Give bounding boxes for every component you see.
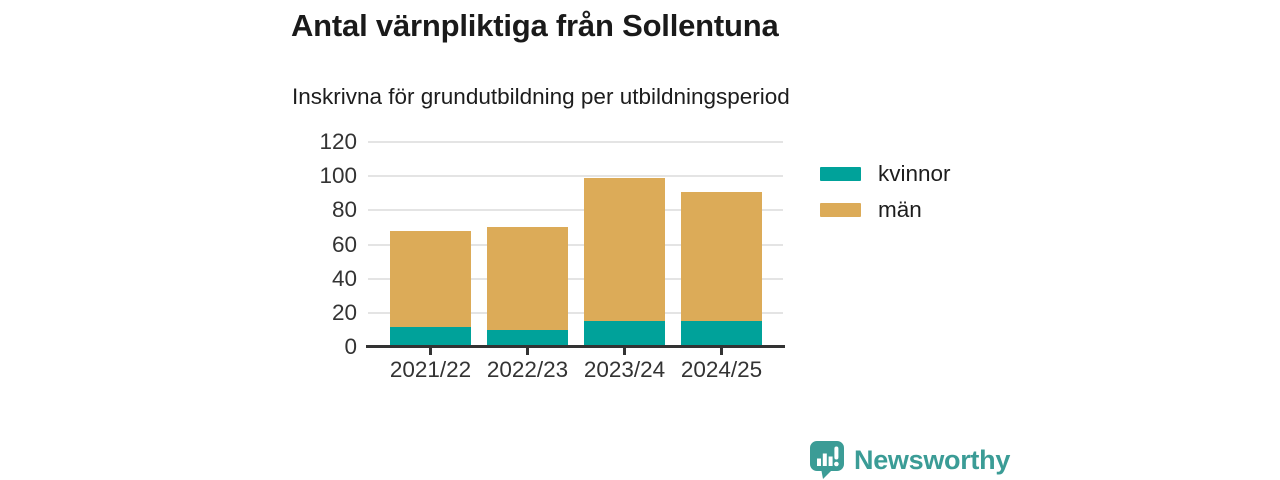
x-tick-label-2021/22: 2021/22	[389, 357, 472, 382]
gridline-20	[368, 311, 783, 314]
newsworthy-wordmark: Newsworthy	[854, 444, 1011, 475]
bar-segment-kvinnor-2024/25	[681, 321, 762, 347]
y-tick-label-60: 60	[331, 231, 357, 257]
y-tick-label-40: 40	[331, 265, 357, 291]
legend: kvinnor män	[820, 161, 951, 222]
bar-chart-speech-bubble-icon	[810, 441, 844, 479]
legend-item-män: män	[820, 196, 951, 222]
chart-subtitle: Inskrivna för grundutbildning per utbild…	[292, 84, 790, 109]
gridline-40	[368, 277, 783, 280]
gridline-100	[368, 175, 783, 178]
chart-title: Antal värnpliktiga från Sollentuna	[291, 8, 779, 43]
legend-item-kvinnor: kvinnor	[820, 161, 951, 186]
x-axis-line	[366, 345, 785, 348]
x-tick-2022/23	[526, 348, 529, 355]
y-tick-label-0: 0	[344, 334, 357, 359]
newsworthy-logo: Newsworthy	[810, 441, 1010, 479]
plot-area	[366, 141, 785, 355]
x-tick-2023/24	[623, 348, 626, 355]
x-tick-2021/22	[429, 348, 432, 355]
y-tick-label-120: 120	[319, 129, 357, 154]
x-tick-label-2024/25: 2024/25	[680, 357, 763, 382]
gridline-60	[368, 243, 783, 246]
x-tick-label-2023/24: 2023/24	[583, 357, 666, 382]
bar-segment-kvinnor-2023/24	[584, 321, 665, 347]
x-tick-label-2022/23: 2022/23	[486, 357, 569, 382]
bar-segment-kvinnor-2022/23	[487, 329, 568, 347]
legend-label-kvinnor: kvinnor	[878, 161, 951, 186]
legend-swatch-män	[820, 202, 861, 217]
bar-segment-kvinnor-2021/22	[390, 326, 471, 347]
y-tick-label-20: 20	[331, 299, 357, 325]
bar-segment-män-2022/23	[487, 227, 568, 330]
bar-segment-män-2021/22	[390, 230, 471, 327]
x-tick-2024/25	[720, 348, 723, 355]
legend-label-män: män	[878, 196, 922, 222]
y-tick-label-80: 80	[331, 197, 357, 223]
bar-segment-män-2023/24	[584, 177, 665, 322]
y-tick-label-100: 100	[319, 163, 357, 189]
gridline-80	[368, 209, 783, 212]
gridline-120	[368, 141, 783, 143]
legend-swatch-kvinnor	[820, 167, 861, 182]
bar-segment-män-2024/25	[681, 191, 762, 322]
